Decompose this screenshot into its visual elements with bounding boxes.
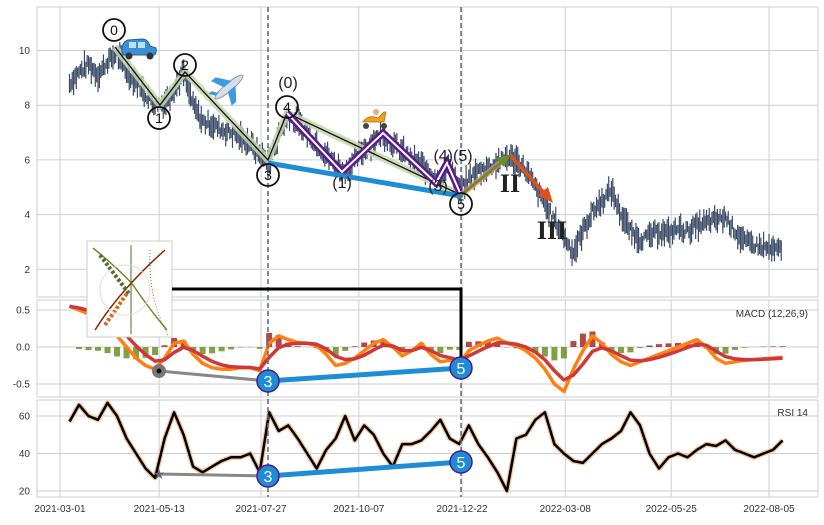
macd-histogram-bar <box>219 347 225 351</box>
macd-histogram-bar <box>162 345 168 347</box>
macd-histogram-bar <box>437 347 443 353</box>
macd-histogram-bar <box>646 345 652 347</box>
macd-label: MACD (12,26,9) <box>736 309 808 320</box>
wave-label-3: 3 <box>257 164 279 186</box>
wave-ii-label: II <box>500 169 520 198</box>
macd-histogram-bar <box>618 347 624 353</box>
inset-image <box>87 241 172 337</box>
star-icon: ★ <box>153 466 166 482</box>
scooter-icon <box>363 109 387 129</box>
wave-label-text: 4 <box>283 99 291 115</box>
y-tick-label: 4 <box>24 210 30 221</box>
macd-divergence-line <box>268 368 461 381</box>
macd-histogram-bar <box>228 347 234 349</box>
wave-label-text: 5 <box>457 196 465 212</box>
price-series <box>70 42 782 266</box>
y-tick-labels: 2 4 6 8 10 0.5 0.0 -0.5 20 40 60 <box>13 46 31 498</box>
macd-label-5: 5 <box>450 357 472 379</box>
x-tick-label: 2021-07-27 <box>235 504 287 515</box>
macd-histogram-bar <box>466 342 472 347</box>
y-tick-label: 2 <box>24 265 30 276</box>
y-tick-label: 60 <box>19 412 31 423</box>
macd-histogram-bar <box>665 343 671 347</box>
macd-histogram-bar <box>656 344 662 347</box>
sub-wave-label: (0) <box>278 75 298 92</box>
rsi-label-5: 5 <box>450 451 472 473</box>
macd-histogram-bar <box>732 347 738 350</box>
sub-wave-label: (1) <box>332 175 352 192</box>
wave-iii-label: III <box>537 216 567 245</box>
macd-histogram-bar <box>352 346 358 347</box>
macd-histogram-bar <box>342 347 348 351</box>
macd-histogram-bar <box>95 347 101 351</box>
rsi-divergence-gray-line <box>159 474 268 476</box>
macd-histogram-bar <box>551 347 557 360</box>
wave-label-text: 3 <box>264 167 272 183</box>
y-tick-label: 20 <box>19 487 31 498</box>
rsi-divergence-line <box>268 462 461 476</box>
macd-histogram-bar <box>770 346 776 347</box>
x-tick-label: 2021-10-07 <box>333 504 385 515</box>
macd-label-3: 3 <box>257 370 279 392</box>
wave-label-text: 0 <box>110 22 118 38</box>
macd-divergence-gray-line <box>159 371 268 381</box>
x-tick-label: 2021-03-01 <box>34 504 86 515</box>
macd-histogram-bar <box>152 347 158 355</box>
macd-histogram-bar <box>627 347 633 352</box>
rsi-label-text: 5 <box>457 455 466 472</box>
macd-label-text: 5 <box>457 361 466 378</box>
rsi-label: RSI 14 <box>777 408 808 419</box>
macd-histogram-bar <box>76 347 82 349</box>
y-tick-label: -0.5 <box>13 380 31 391</box>
car-icon <box>122 39 156 60</box>
macd-histogram-bar <box>447 347 453 350</box>
wave-label-text: 1 <box>155 110 163 126</box>
macd-histogram-bar <box>570 341 576 347</box>
y-tick-label: 6 <box>24 155 30 166</box>
wave-label-5: 5 <box>450 193 472 215</box>
macd-histogram-bar <box>114 347 120 356</box>
rsi-label-text: 3 <box>264 469 273 486</box>
y-tick-label: 10 <box>19 46 31 57</box>
x-tick-label: 2021-12-22 <box>436 504 488 515</box>
y-tick-label: 8 <box>24 101 30 112</box>
sub-wave-label: (3) <box>428 178 448 195</box>
wave-label-2: 2 <box>174 54 196 76</box>
x-tick-label: 2021-05-13 <box>134 504 186 515</box>
macd-histogram-bar <box>257 347 263 349</box>
x-tick-label: 2022-03-08 <box>540 504 592 515</box>
macd-histogram-bar <box>295 346 301 347</box>
macd-histogram-bar <box>780 346 786 347</box>
macd-histogram-bar <box>86 347 92 350</box>
y-tick-label: 0.0 <box>16 343 30 354</box>
macd-histogram-bar <box>742 347 748 348</box>
macd-panel <box>70 306 786 391</box>
wave-label-0: 0 <box>103 19 125 41</box>
x-tick-label: 2022-08-05 <box>743 504 795 515</box>
macd-histogram-bar <box>723 347 729 354</box>
wave-label-4: 4 <box>276 96 298 118</box>
wave-label-text: 2 <box>181 57 189 73</box>
y-tick-label: 0.5 <box>16 306 30 317</box>
macd-histogram-bar <box>542 347 548 356</box>
macd-histogram-bar <box>361 343 367 347</box>
x-tick-labels: 2021-03-01 2021-05-13 2021-07-27 2021-10-07… <box>34 504 795 515</box>
wave-label-1: 1 <box>148 107 170 129</box>
rsi-label-3: 3 <box>257 465 279 487</box>
macd-histogram-bar <box>637 347 643 348</box>
y-tick-label: 40 <box>19 449 31 460</box>
macd-histogram-bar <box>209 347 215 353</box>
x-tick-label: 2022-05-25 <box>646 504 698 515</box>
sub-wave-label: (4)(5) <box>433 148 472 165</box>
macd-histogram-bar <box>561 347 567 358</box>
macd-histogram-bar <box>105 347 111 353</box>
macd-label-text: 3 <box>264 374 273 391</box>
